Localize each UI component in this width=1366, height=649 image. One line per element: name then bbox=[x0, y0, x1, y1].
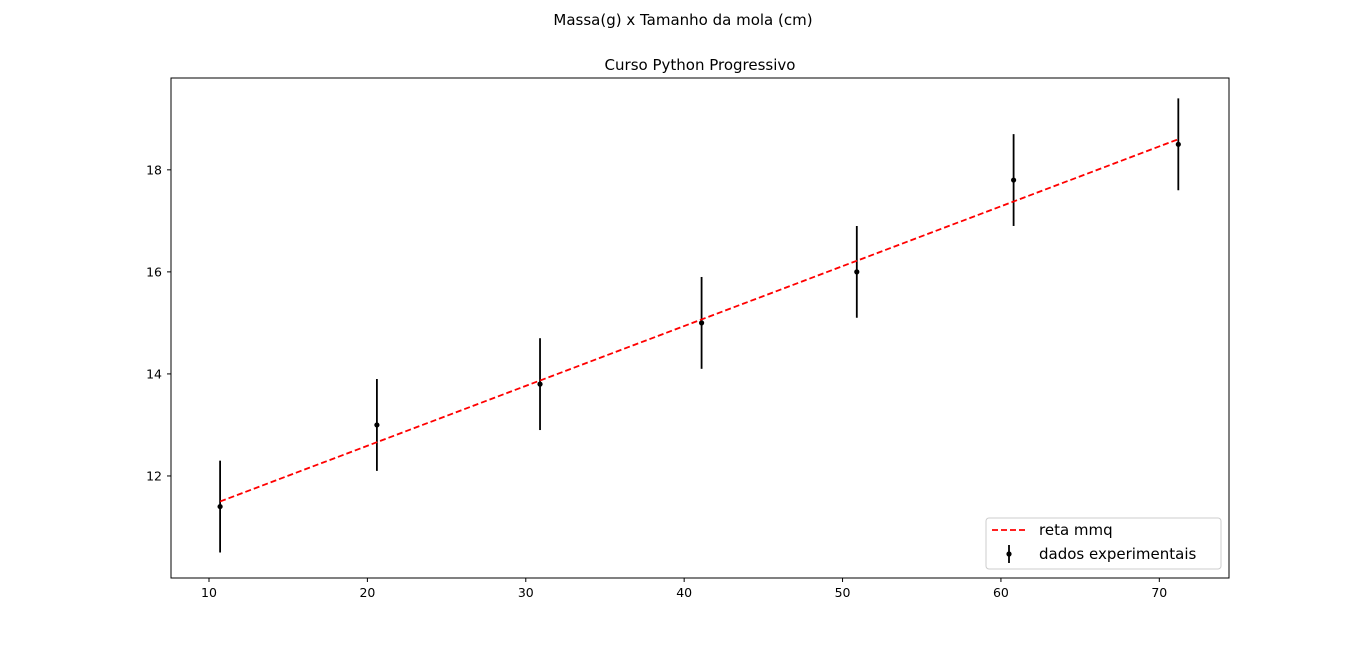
fit-line bbox=[219, 138, 1179, 503]
data-point bbox=[1175, 141, 1181, 147]
x-tick-label: 60 bbox=[993, 585, 1009, 600]
chart-title: Curso Python Progressivo bbox=[605, 56, 796, 74]
data-point bbox=[374, 422, 380, 428]
data-point bbox=[854, 269, 860, 275]
x-tick-label: 10 bbox=[201, 585, 217, 600]
x-axis: 10 20 30 40 50 60 70 bbox=[201, 578, 1167, 600]
y-tick-label: 12 bbox=[146, 468, 162, 483]
legend-label-reta-mmq: reta mmq bbox=[1039, 521, 1113, 539]
x-tick-label: 30 bbox=[518, 585, 534, 600]
plot-area bbox=[217, 98, 1181, 553]
data-point bbox=[537, 381, 543, 387]
y-axis: 12 14 16 18 bbox=[146, 162, 171, 483]
data-point bbox=[698, 320, 705, 326]
chart-suptitle: Massa(g) x Tamanho da mola (cm) bbox=[553, 11, 812, 29]
y-tick-label: 16 bbox=[146, 264, 162, 279]
legend-label-dados-experimentais: dados experimentais bbox=[1039, 545, 1197, 563]
x-tick-label: 50 bbox=[835, 585, 851, 600]
y-tick-label: 18 bbox=[146, 162, 162, 177]
data-point bbox=[1010, 177, 1017, 183]
data-point bbox=[217, 503, 223, 510]
axes-frame bbox=[170, 77, 1230, 579]
y-tick-label: 14 bbox=[146, 366, 162, 381]
x-tick-label: 70 bbox=[1151, 585, 1167, 600]
x-tick-label: 40 bbox=[676, 585, 692, 600]
x-tick-label: 20 bbox=[359, 585, 375, 600]
legend-box bbox=[985, 517, 1222, 570]
legend-marker-swatch bbox=[1006, 551, 1012, 557]
legend: reta mmq dados experimentais bbox=[985, 517, 1222, 570]
